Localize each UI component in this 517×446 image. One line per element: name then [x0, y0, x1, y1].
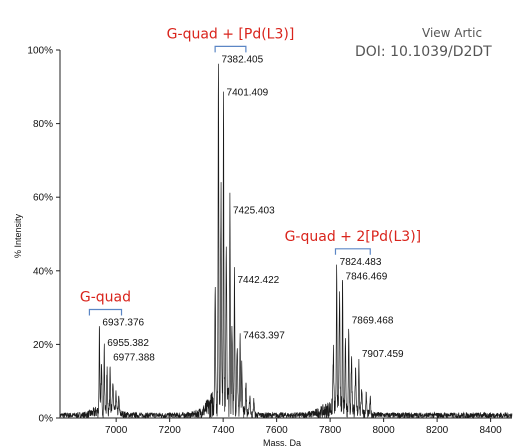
y-tick-label: 40% — [33, 266, 53, 277]
group-label: G-quad + 2[Pd(L3)] — [285, 229, 422, 245]
group-label: G-quad + [Pd(L3)] — [167, 26, 295, 42]
x-tick-label: 8000 — [372, 425, 395, 436]
y-axis-title: % Intensity — [13, 213, 23, 258]
peak-label: 7425.403 — [233, 205, 275, 216]
peak-label: 7824.483 — [340, 257, 382, 268]
doi-text: DOI: 10.1039/D2DT — [355, 44, 492, 60]
spectrum-line — [59, 63, 513, 420]
x-axis-title: Mass, Da — [263, 438, 301, 446]
x-tick-label: 8200 — [426, 425, 449, 436]
peak-label: 7869.468 — [352, 316, 394, 327]
peak-label: 7382.405 — [221, 54, 263, 65]
peak-label: 7401.409 — [227, 88, 269, 99]
x-tick-label: 7000 — [105, 425, 128, 436]
y-tick-label: 0% — [39, 414, 54, 425]
peak-label: 7463.397 — [243, 330, 285, 341]
peak-labels: 6937.376 6955.382 6977.388 7382.405 7401.409… — [102, 54, 404, 363]
peak-label: 7907.459 — [362, 349, 404, 360]
axes: 0% 20% 40% 60% 80% 100% 7000 7200 7400 7600 7800 80… — [27, 46, 512, 436]
view-article-link[interactable]: View Artic — [422, 26, 482, 40]
y-tick-label: 60% — [33, 193, 53, 204]
spectrum-trace — [59, 63, 513, 420]
peak-label: 7846.469 — [346, 272, 388, 283]
group-annotations: G-quad G-quad + [Pd(L3)] G-quad + 2[Pd(L3)… — [80, 26, 422, 316]
x-tick-label: 8400 — [479, 425, 502, 436]
y-tick-label: 20% — [33, 340, 53, 351]
group-label: G-quad — [80, 290, 131, 306]
peak-label: 6977.388 — [113, 352, 155, 363]
x-tick-label: 7800 — [319, 425, 342, 436]
y-tick-label: 100% — [27, 46, 53, 57]
x-tick-label: 7600 — [266, 425, 289, 436]
group-bracket — [334, 248, 371, 255]
group-bracket — [88, 308, 123, 316]
group-bracket — [214, 45, 247, 53]
x-tick-label: 7200 — [159, 425, 182, 436]
y-tick-label: 80% — [33, 119, 53, 130]
peak-label: 6937.376 — [102, 318, 144, 329]
peak-label: 7442.422 — [237, 275, 279, 286]
x-tick-label: 7400 — [212, 425, 235, 436]
peak-label: 6955.382 — [107, 338, 149, 349]
